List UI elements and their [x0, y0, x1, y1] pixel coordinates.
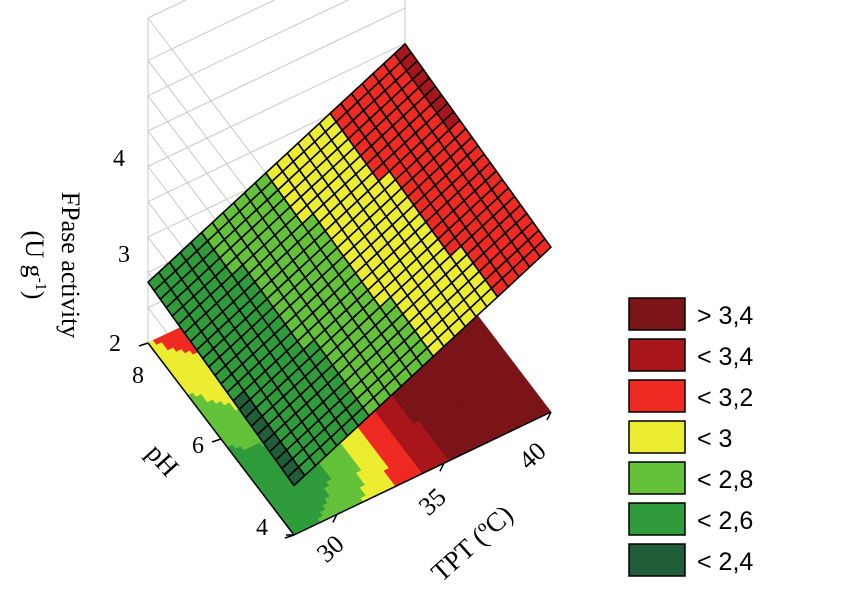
legend-item: < 3	[628, 420, 732, 454]
legend-swatch	[628, 461, 686, 495]
z-axis-unit-exponent: -1	[32, 277, 49, 290]
z-axis-unit-close: )	[20, 291, 49, 300]
z-tick-label: 2	[109, 331, 121, 357]
legend-label: < 3,4	[697, 343, 753, 371]
z-tick-label: 3	[118, 242, 130, 268]
z-tick-label: 4	[113, 146, 125, 172]
y-tick-label: 8	[132, 363, 144, 389]
back-wall-gridline	[147, 0, 350, 97]
back-wall-gridline	[147, 7, 406, 132]
response-surface	[147, 43, 552, 487]
z-axis-unit: (U g	[20, 231, 49, 278]
y-tick-label: 6	[192, 433, 204, 459]
legend-item: < 2,6	[628, 502, 753, 536]
y-tick	[211, 438, 222, 443]
x-tick	[439, 462, 445, 472]
x-tick-label: 40	[513, 436, 552, 475]
legend-item: < 2,4	[628, 543, 753, 577]
legend-label: > 3,4	[697, 302, 753, 330]
y-axis-label: pH	[141, 438, 185, 483]
legend: > 3,4 < 3,4 < 3,2 < 3 < 2,8 < 2,6 < 2,4	[628, 297, 753, 577]
z-axis-label-line2: (U g-1)	[20, 231, 49, 300]
legend-swatch	[628, 543, 686, 577]
legend-swatch	[628, 297, 686, 331]
legend-item: > 3,4	[628, 297, 753, 331]
back-wall-gridline	[147, 0, 276, 61]
x-tick	[546, 411, 552, 421]
y-tick	[284, 534, 295, 539]
legend-swatch	[628, 338, 686, 372]
legend-item: < 2,8	[628, 461, 753, 495]
back-wall-gridline	[147, 42, 406, 167]
surface-cell	[287, 466, 306, 487]
legend-swatch	[628, 420, 686, 454]
back-wall-gridline	[147, 0, 187, 19]
legend-label: < 2,4	[697, 548, 753, 576]
legend-item: < 3,4	[628, 338, 753, 372]
z-axis-label: FPase activity (U g-1)	[20, 192, 85, 339]
x-tick	[332, 514, 338, 523]
y-tick	[138, 342, 149, 347]
z-axis-label-line1: FPase activity	[56, 192, 85, 339]
legend-label: < 2,6	[697, 507, 753, 535]
y-tick-label: 4	[256, 515, 268, 541]
legend-item: < 3,2	[628, 379, 753, 413]
legend-swatch	[628, 379, 686, 413]
legend-label: < 3	[697, 425, 732, 453]
x-tick-label: 30	[311, 529, 350, 568]
legend-label: < 2,8	[697, 466, 753, 494]
legend-swatch	[628, 502, 686, 536]
x-tick-label: 35	[413, 482, 452, 521]
legend-label: < 3,2	[697, 384, 753, 412]
